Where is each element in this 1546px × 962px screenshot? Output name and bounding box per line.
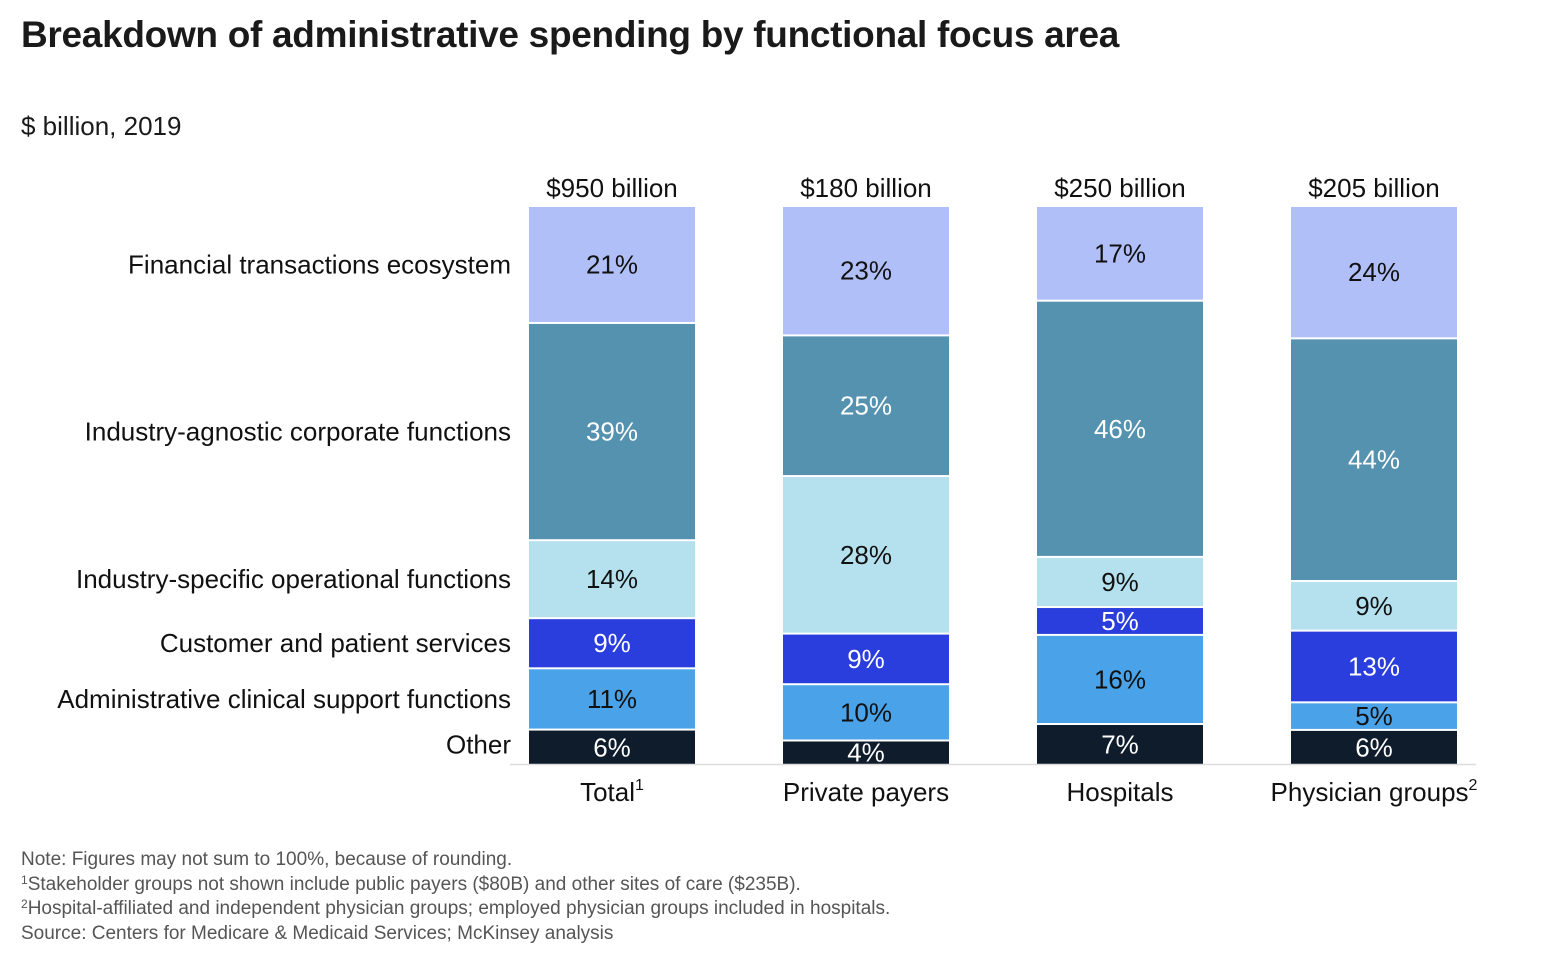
legend-category-label: Financial transactions ecosystem (128, 249, 511, 279)
stacked-bar-chart: Financial transactions ecosystem Industry… (57, 173, 1477, 807)
segment-value-label: 9% (1355, 591, 1393, 621)
bar-segment (1037, 557, 1203, 607)
bar-segment (783, 336, 949, 476)
segment-value-label: 46% (1094, 414, 1146, 444)
bar-segment (1291, 207, 1457, 338)
segment-value-label: 7% (1101, 730, 1139, 760)
bar-segment (1291, 631, 1457, 702)
segment-value-label: 9% (593, 628, 631, 658)
footnote-1-text: Stakeholder groups not shown include pub… (27, 873, 801, 895)
segment-value-label: 9% (1101, 567, 1139, 597)
legend-category-label: Customer and patient services (160, 628, 511, 658)
segment-value-label: 24% (1348, 257, 1400, 287)
x-tick-label: Private payers (783, 777, 949, 807)
footnote-2: 2Hospital-affiliated and independent phy… (21, 897, 890, 922)
segment-value-label: 11% (587, 684, 637, 714)
segment-value-label: 4% (847, 738, 885, 768)
segment-value-label: 13% (1348, 651, 1400, 681)
bar-segment (1037, 207, 1203, 300)
segment-value-label: 9% (847, 644, 885, 674)
segment-value-label: 21% (586, 249, 638, 279)
chart-notes: Note: Figures may not sum to 100%, becau… (21, 848, 890, 946)
bar-segment (529, 541, 695, 618)
footnote-2-marker: 2 (21, 897, 28, 911)
footnote-2-text: Hospital-affiliated and independent phys… (27, 898, 891, 919)
bar-segment (1291, 703, 1457, 729)
legend-category-label: Administrative clinical support function… (57, 684, 511, 714)
bar-segment (529, 619, 695, 668)
legend-category-label: Other (446, 729, 511, 759)
x-tick-footnote-marker: 1 (635, 777, 644, 794)
chart-title: Breakdown of administrative spending by … (21, 14, 1120, 55)
bar-segment (529, 730, 695, 764)
footnote-1-marker: 1 (21, 872, 28, 887)
bars-group: 21% 39% 14% 9% 11% 6% 23% 25% 28% 9% 10% 4% 17% 46% 9%… (529, 207, 1457, 768)
bar-segment (1037, 301, 1203, 556)
bar-segment (1291, 730, 1457, 764)
segment-value-label: 17% (1094, 238, 1146, 268)
x-tick-footnote-marker: 2 (1469, 777, 1478, 794)
bar-segment (529, 669, 695, 729)
bar-total-labels: $950 billion $180 billion $250 billion $205… (546, 173, 1440, 203)
bar-stack: 24% 44% 9% 13% 5%6% (1291, 207, 1457, 764)
bar-segment (1037, 725, 1203, 764)
segment-value-label: 6% (593, 732, 631, 762)
chart-subtitle: $ billion, 2019 (21, 111, 182, 141)
source-note: Source: Centers for Medicare & Medicaid … (21, 922, 614, 944)
x-tick-label: Physician groups2 (1271, 777, 1478, 807)
bar-stack: 17% 46% 9% 5% 16% 7% (1037, 207, 1203, 764)
bar-segment (529, 323, 695, 540)
category-legend: Financial transactions ecosystem Industry… (57, 249, 511, 759)
bar-segment (783, 685, 949, 740)
segment-value-label: 6% (1355, 732, 1393, 762)
bar-segment (783, 741, 949, 764)
bar-segment (783, 207, 949, 335)
segment-value-label: 10% (840, 697, 892, 727)
segment-value-label: 25% (840, 391, 892, 421)
bar-stack: 21% 39% 14% 9% 11% 6% (529, 207, 695, 764)
segment-value-label: 23% (840, 256, 892, 286)
legend-category-label: Industry-agnostic corporate functions (85, 417, 511, 447)
bar-total-label: $250 billion (1054, 173, 1186, 203)
segment-value-label: 16% (1094, 664, 1146, 694)
x-tick-label: Total1 (580, 777, 644, 807)
footnote-1: 1Stakeholder groups not shown include pu… (21, 873, 890, 898)
bar-total-label: $950 billion (546, 173, 678, 203)
note-rounding: Note: Figures may not sum to 100%, becau… (21, 849, 513, 870)
bar-segment (1291, 339, 1457, 581)
bar-stack: 23% 25% 28% 9% 10% 4% (783, 207, 949, 768)
bar-segment (1037, 608, 1203, 634)
bar-segment (1291, 582, 1457, 630)
segment-value-label: 14% (586, 564, 638, 594)
bar-total-label: $205 billion (1308, 173, 1440, 203)
bar-segment (1037, 635, 1203, 724)
bar-total-label: $180 billion (800, 173, 932, 203)
segment-value-label: 28% (840, 540, 892, 570)
x-tick-label: Hospitals (1067, 777, 1174, 807)
segment-value-label: 5% (1355, 701, 1393, 731)
legend-category-label: Industry-specific operational functions (76, 564, 511, 594)
segment-value-label: 5% (1101, 606, 1139, 636)
bar-segment (783, 477, 949, 633)
bar-segment (529, 207, 695, 322)
segment-value-label: 44% (1348, 445, 1400, 475)
bar-segment (783, 634, 949, 684)
segment-value-label: 39% (586, 417, 638, 447)
x-axis-labels: Total1 Private payers Hospitals Physician g… (580, 777, 1477, 807)
